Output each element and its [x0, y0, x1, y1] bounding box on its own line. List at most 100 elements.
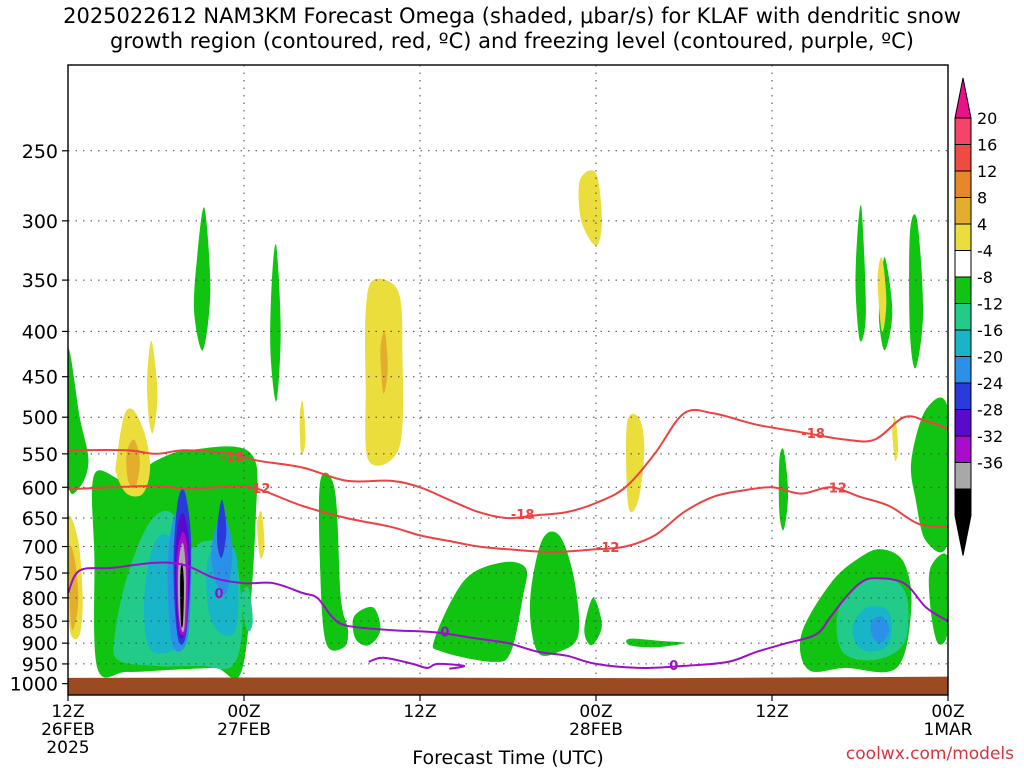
colorbar-label-5: -4: [977, 242, 993, 261]
x-tick-label-3-0: 00Z: [579, 702, 612, 722]
dgz-contour-label-1: -18: [511, 508, 535, 523]
omega-region-9: [626, 638, 685, 648]
omega-region-35: [257, 511, 265, 559]
omega-region-6: [432, 561, 528, 662]
site-credit: coolwx.com/models: [845, 744, 1014, 764]
chart-title: 2025022612 NAM3KM Forecast Omega (shaded…: [0, 4, 1024, 54]
omega-region-36: [299, 400, 306, 455]
dgz-contour-label-2: -18: [801, 427, 825, 442]
colorbar: 20 16 12 8 4 -4 -8 -12 -16 -20 -24 -28 -32 -36: [954, 77, 1003, 556]
colorbar-segment-11: [954, 409, 972, 437]
dgz-contour-label-5: -12: [823, 482, 847, 497]
freezing-contour-line-3: [368, 656, 466, 670]
omega-region-38: [578, 170, 602, 246]
omega-region-31: [180, 562, 184, 628]
freezing-contour-label-2: 0: [669, 659, 678, 674]
y-tick-label-800: 800: [22, 588, 58, 610]
omega-region-7: [529, 531, 580, 656]
omega-region-39: [625, 413, 645, 513]
y-tick-label-1000: 1000: [10, 674, 58, 696]
x-tick-label-5-1: 1MAR: [924, 720, 973, 740]
colorbar-segment-7: [954, 303, 972, 331]
freezing-contour-label-1: 0: [440, 625, 449, 640]
dgz-contour-label-0: -18: [221, 450, 245, 465]
colorbar-label-10: -24: [977, 374, 1003, 393]
ground-terrain: [68, 676, 948, 695]
dgz-contour-label-4: -12: [596, 541, 620, 556]
chart-title-line-1: 2025022612 NAM3KM Forecast Omega (shaded…: [63, 4, 961, 28]
colorbar-label-7: -12: [977, 295, 1003, 314]
colorbar-segment-0: [954, 117, 972, 145]
omega-region-16: [928, 553, 948, 645]
colorbar-segment-6: [954, 276, 972, 304]
y-tick-label-300: 300: [22, 211, 58, 233]
dgz-contour-line-3: [68, 484, 948, 554]
omega-region-42: [68, 545, 79, 631]
freezing-contour-label-0: 0: [215, 587, 224, 602]
omega-region-34: [147, 340, 158, 434]
y-tick-label-600: 600: [22, 477, 58, 499]
colorbar-segment-8: [954, 329, 972, 357]
omega-region-0: [68, 349, 89, 494]
dgz-contour-line-0: [68, 408, 948, 520]
axis-layer: 2503003504004505005506006507007508008509…: [10, 64, 973, 768]
colorbar-segment-5: [954, 250, 972, 278]
x-tick-label-1-0: 00Z: [227, 702, 260, 722]
colorbar-segment-4: [954, 223, 972, 251]
colorbar-label-4: 4: [977, 215, 987, 234]
omega-region-4: [318, 472, 349, 651]
colorbar-top-arrow: [954, 77, 972, 119]
y-tick-label-650: 650: [22, 508, 58, 530]
colorbar-segment-9: [954, 356, 972, 384]
chart-title-line-2: growth region (contoured, red, ºC) and f…: [110, 29, 914, 53]
omega-region-14: [909, 214, 924, 369]
colorbar-bottom-arrow: [954, 515, 972, 556]
omega-region-40: [877, 256, 887, 332]
plot-layer: -18 -18 -18 -12 -12 -12 0 0 0: [68, 65, 948, 695]
y-tick-label-400: 400: [22, 321, 58, 343]
y-tick-label-500: 500: [22, 407, 58, 429]
dgz-contour-label-3: -12: [247, 482, 271, 497]
colorbar-label-1: 16: [977, 136, 997, 155]
y-tick-label-900: 900: [22, 633, 58, 655]
omega-region-25: [870, 616, 890, 644]
x-tick-label-0-0: 12Z: [51, 702, 84, 722]
plot-area: -18 -18 -18 -12 -12 -12 0 0 0: [68, 65, 948, 695]
x-tick-label-2-0: 12Z: [403, 702, 436, 722]
y-tick-label-450: 450: [22, 367, 58, 389]
colorbar-label-6: -8: [977, 268, 993, 287]
colorbar-segment-14: [954, 488, 972, 516]
omega-region-12: [855, 205, 866, 342]
colorbar-label-9: -20: [977, 348, 1003, 367]
x-axis-title: Forecast Time (UTC): [412, 747, 603, 768]
omega-region-44: [380, 330, 388, 394]
plot-frame: [67, 64, 949, 696]
y-tick-label-850: 850: [22, 611, 58, 633]
y-tick-label-750: 750: [22, 563, 58, 585]
colorbar-label-3: 8: [977, 189, 987, 208]
x-tick-label-5-0: 00Z: [931, 702, 964, 722]
freezing-contour-line-0: [68, 561, 948, 669]
omega-region-5: [352, 606, 381, 646]
colorbar-segment-3: [954, 197, 972, 225]
x-tick-label-0-2: 2025: [46, 738, 89, 758]
omega-region-2: [193, 207, 211, 351]
omega-region-27: [217, 499, 227, 558]
y-tick-label-350: 350: [22, 270, 58, 292]
colorbar-label-12: -32: [977, 427, 1003, 446]
y-tick-label-950: 950: [22, 654, 58, 676]
colorbar-segment-12: [954, 435, 972, 463]
colorbar-segment-2: [954, 170, 972, 198]
y-tick-label-250: 250: [22, 141, 58, 163]
omega-region-41: [892, 416, 899, 462]
x-tick-label-1-1: 27FEB: [217, 720, 271, 740]
x-tick-label-3-1: 28FEB: [569, 720, 623, 740]
colorbar-segment-10: [954, 382, 972, 410]
y-tick-label-550: 550: [22, 444, 58, 466]
x-tick-label-4-0: 12Z: [755, 702, 788, 722]
colorbar-label-8: -16: [977, 321, 1003, 340]
colorbar-label-0: 20: [977, 109, 997, 128]
omega-region-3: [270, 243, 281, 402]
y-tick-label-700: 700: [22, 537, 58, 559]
